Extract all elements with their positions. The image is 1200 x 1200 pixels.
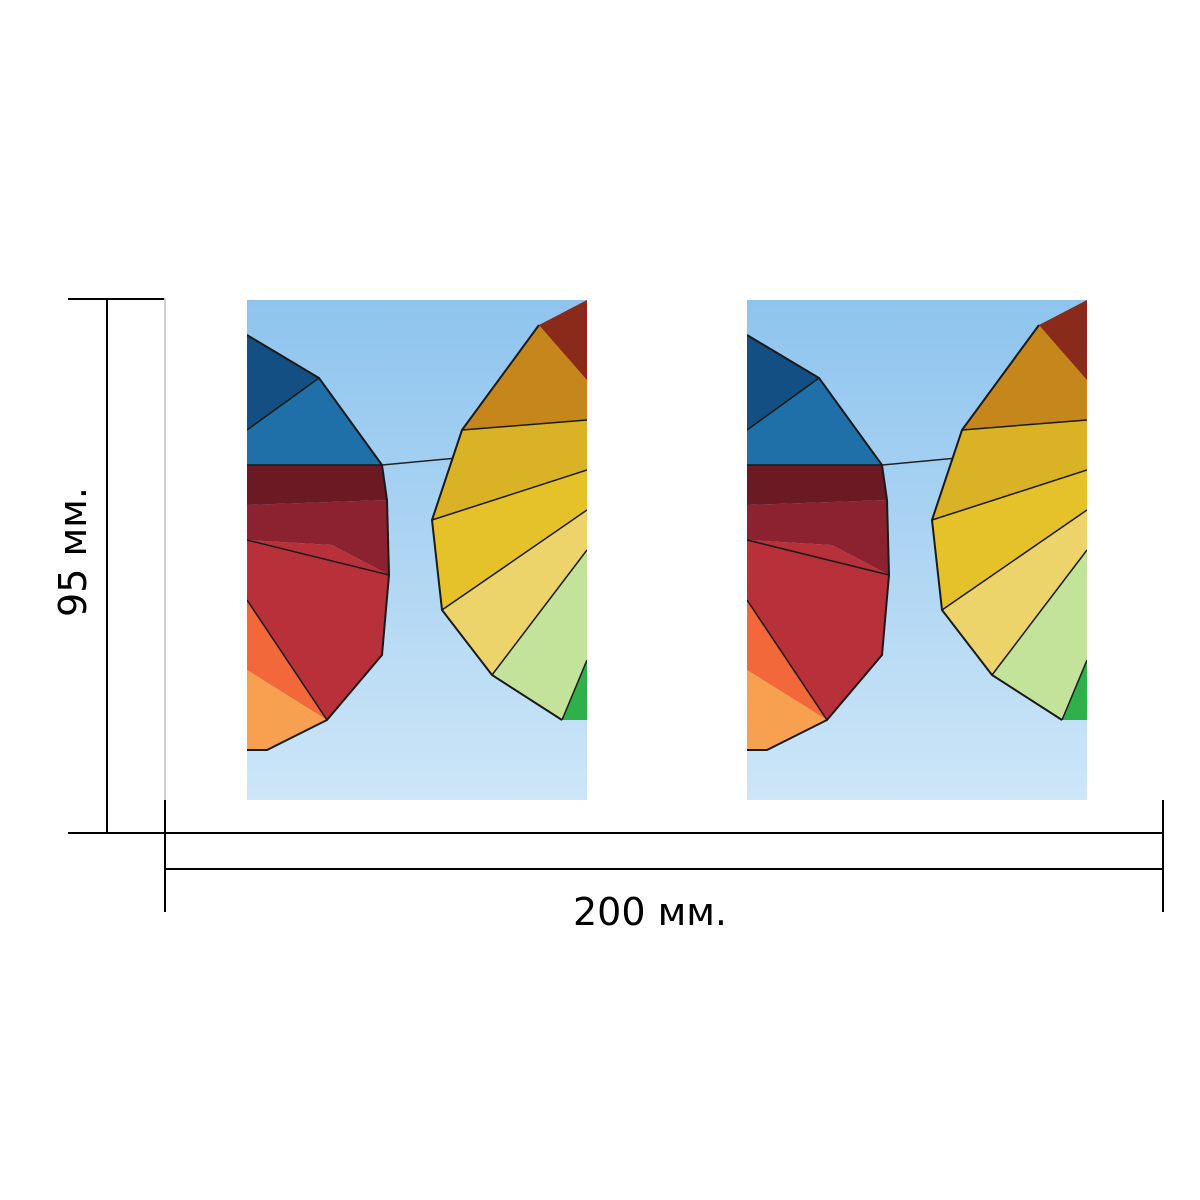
- product-left-edge: [164, 298, 166, 834]
- height-dim-bottom-tick: [68, 832, 166, 834]
- umbrella-photo: [747, 300, 1087, 800]
- height-dim-top-tick: [68, 298, 166, 300]
- umbrella-photo-panel-right: [747, 300, 1087, 800]
- product-bottom-edge: [166, 832, 1164, 834]
- height-label: 95 мм.: [51, 487, 95, 617]
- umbrella-photo: [247, 300, 587, 800]
- width-dim-line: [166, 868, 1164, 870]
- width-dim-right-tick: [1162, 800, 1164, 912]
- height-dim-line: [106, 298, 108, 834]
- width-label: 200 мм.: [572, 890, 728, 934]
- width-dim-left-tick: [164, 800, 166, 912]
- umbrella-photo-panel-left: [247, 300, 587, 800]
